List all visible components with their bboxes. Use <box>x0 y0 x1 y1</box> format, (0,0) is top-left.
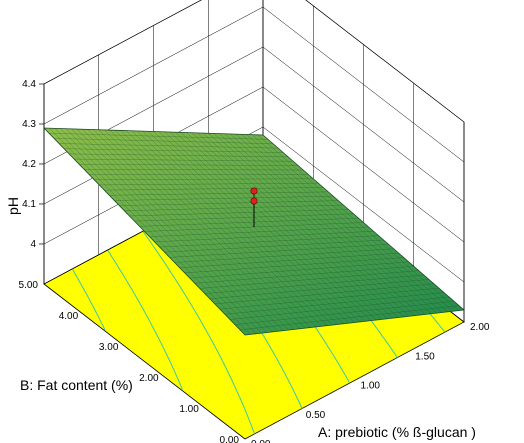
y-tick-label: 5.00 <box>19 280 39 291</box>
y-tick-label: 0.00 <box>220 435 240 443</box>
surface-mesh-line <box>169 244 389 258</box>
surface-mesh-line <box>99 182 319 186</box>
surface-mesh-line <box>179 252 399 268</box>
surface-mesh-line <box>209 279 429 299</box>
surface-mesh-line <box>154 231 374 243</box>
x-tick-label: 1.00 <box>361 381 381 392</box>
surface-mesh-line <box>234 301 454 325</box>
surface-mesh-line <box>199 270 419 289</box>
floor-contour <box>71 268 106 331</box>
x-tick-label: 0.00 <box>251 439 271 443</box>
design-point <box>250 197 258 205</box>
surface-mesh-line <box>149 226 369 237</box>
surface-mesh-line <box>129 209 349 217</box>
surface-mesh-line <box>69 153 289 158</box>
z-tick-label: 4.3 <box>22 119 36 130</box>
surface-mesh-line <box>84 169 304 171</box>
z-tick-label: 4.4 <box>22 79 36 90</box>
z-tick-label: 4 <box>30 239 36 250</box>
x-tick-label: 2.00 <box>470 322 490 333</box>
surface-mesh-line <box>139 217 359 227</box>
wall-grid-z <box>43 126 465 283</box>
surface-mesh-line <box>189 261 409 279</box>
surface-mesh-line <box>119 200 339 206</box>
surface-mesh-line <box>94 178 314 180</box>
surface-patch <box>43 127 465 336</box>
wall-grid-z <box>43 6 465 163</box>
surface-mesh-line <box>214 283 434 305</box>
z-axis-label: pH <box>5 197 21 215</box>
x-tick-label: 1.50 <box>415 351 435 362</box>
z-tick-label: 4.2 <box>22 159 36 170</box>
surface-mesh-line <box>104 187 324 191</box>
surface-mesh-line <box>64 148 284 153</box>
surface-mesh-line <box>54 138 274 144</box>
surface-mesh-line <box>239 305 459 330</box>
y-tick-label: 4.00 <box>59 311 79 322</box>
surface-mesh-line <box>229 296 449 320</box>
surface-mesh-line <box>194 266 414 284</box>
y-tick-label: 1.00 <box>179 404 199 415</box>
surface-mesh-line <box>114 196 334 201</box>
surface-mesh-line <box>219 287 439 310</box>
surface-mesh-line <box>184 257 404 274</box>
surface-mesh-line <box>109 191 329 196</box>
x-tick-label: 0.50 <box>306 410 326 421</box>
floor-contour <box>142 230 255 435</box>
surface-mesh-line <box>74 158 294 162</box>
surface-mesh-line <box>224 292 444 315</box>
surface-mesh-line <box>59 143 279 149</box>
y-axis-label: B: Fat content (%) <box>20 377 133 393</box>
wall-grid-z <box>43 0 465 123</box>
tick-labels: 4 4.1 4.2 4.3 4.4 0.00 1.00 2.00 3.00 4.00 5.00 0.0… <box>19 79 490 443</box>
surface-mesh-line <box>174 248 394 263</box>
surface-mesh-line <box>49 133 269 140</box>
z-tick-label: 4.1 <box>22 199 36 210</box>
wall-grid-z <box>43 46 465 203</box>
surface-mesh-line <box>204 274 424 294</box>
design-point <box>250 187 258 195</box>
y-tick-label: 2.00 <box>139 373 159 384</box>
y-tick-label: 3.00 <box>99 342 119 353</box>
surface-mesh-line <box>164 239 384 253</box>
surface-mesh-line <box>124 204 344 211</box>
x-axis-label: A: prebiotic (% ß-glucan ) <box>318 424 476 440</box>
design-points <box>250 187 258 227</box>
surface-mesh-line <box>79 164 299 166</box>
surface-mesh-line <box>134 213 354 222</box>
surface-mesh-line <box>159 235 379 248</box>
floor-contour <box>107 249 183 390</box>
